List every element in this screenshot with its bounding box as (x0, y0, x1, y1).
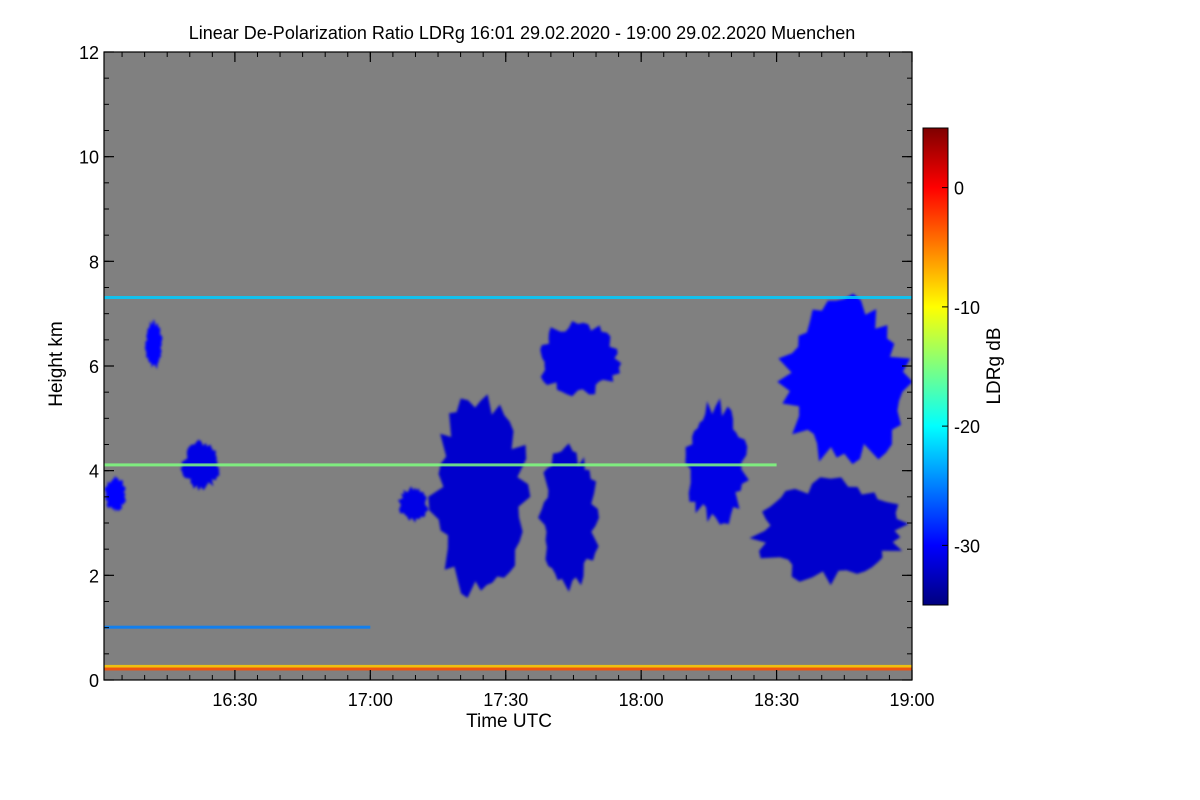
y-axis: 0 2 4 6 8 10 12 (79, 43, 912, 691)
y-tick-label-4: 8 (89, 252, 99, 272)
colorbar-label: LDRg dB (984, 327, 1005, 404)
echo-region-0 (104, 475, 126, 512)
echo-region-7 (685, 398, 749, 525)
y-tick-label-3: 6 (89, 357, 99, 377)
plot-area (104, 52, 912, 680)
echo-region-5 (540, 321, 622, 397)
x-axis: 16:30 17:00 17:30 18:00 18:30 19:00 (121, 52, 935, 710)
echo-layer-3 (104, 625, 371, 629)
colorbar-tick-label-3: -30 (954, 536, 980, 556)
y-tick-label-6: 12 (79, 43, 99, 63)
echo-region-4 (428, 394, 531, 598)
echo-layers (104, 296, 912, 671)
colorbar-ticks: 0 -10 -20 -30 (942, 179, 980, 556)
x-tick-label-2: 17:30 (483, 690, 528, 710)
colorbar-tick-label-2: -20 (954, 417, 980, 437)
echo-region-9 (777, 293, 912, 465)
echo-region-8 (749, 477, 909, 586)
x-axis-title: Time UTC (466, 711, 552, 732)
x-tick-label-4: 18:30 (754, 690, 799, 710)
x-tick-label-0: 16:30 (212, 690, 257, 710)
y-tick-label-1: 2 (89, 566, 99, 586)
echo-region-3 (398, 486, 429, 523)
echo-layer-1 (104, 664, 912, 668)
x-tick-label-5: 19:00 (889, 690, 934, 710)
echo-regions (104, 293, 912, 598)
echo-layer-2 (104, 667, 912, 671)
colorbar-tick-label-0: 0 (954, 179, 964, 199)
echo-region-1 (144, 319, 163, 370)
x-tick-label-3: 18:00 (619, 690, 664, 710)
y-axis-title: Height km (46, 321, 67, 407)
y-tick-label-2: 4 (89, 462, 99, 482)
echo-layer-4 (104, 463, 777, 467)
chart-title: Linear De-Polarization Ratio LDRg 16:01 … (189, 23, 855, 43)
y-tick-label-5: 10 (79, 148, 99, 168)
y-tick-label-0: 0 (89, 671, 99, 691)
colorbar-tick-label-1: -10 (954, 298, 980, 318)
colorbar (922, 127, 949, 606)
x-tick-label-1: 17:00 (348, 690, 393, 710)
echo-region-6 (538, 443, 599, 592)
echo-layer-0 (104, 296, 912, 299)
